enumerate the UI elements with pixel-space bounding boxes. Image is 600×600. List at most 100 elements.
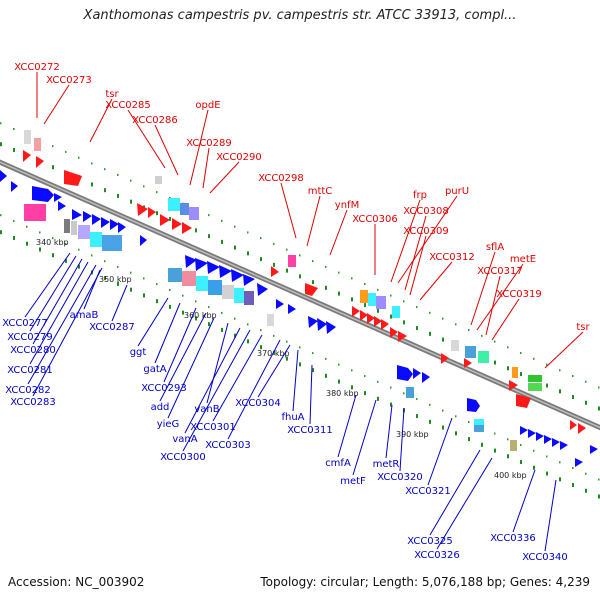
gene-box[interactable] bbox=[155, 176, 162, 184]
gene-label-lower[interactable]: XCC0321 bbox=[405, 486, 451, 497]
gene-arrow[interactable] bbox=[520, 426, 528, 435]
gene-label-upper[interactable]: opdE bbox=[195, 100, 220, 111]
gene-label-upper[interactable]: XCC0309 bbox=[403, 226, 449, 237]
gene-label-lower[interactable]: XCC0281 bbox=[7, 365, 53, 376]
gene-box[interactable] bbox=[189, 207, 199, 220]
gene-box[interactable] bbox=[64, 219, 70, 233]
gene-arrow[interactable] bbox=[367, 313, 375, 324]
gene-label-lower[interactable]: XCC0283 bbox=[10, 397, 56, 408]
gene-arrow[interactable] bbox=[590, 445, 598, 454]
gene-box[interactable] bbox=[24, 204, 46, 221]
gene-box[interactable] bbox=[180, 203, 189, 215]
gene-arrow[interactable] bbox=[544, 435, 552, 444]
gene-label-upper[interactable]: sflA bbox=[486, 242, 505, 253]
gene-arrow[interactable] bbox=[326, 321, 336, 334]
gene-arrow[interactable] bbox=[276, 299, 284, 309]
gene-arrow[interactable] bbox=[528, 429, 536, 438]
gene-box[interactable] bbox=[78, 225, 90, 239]
gene-label-lower[interactable]: ggt bbox=[130, 347, 147, 358]
gene-label-lower[interactable]: XCC0280 bbox=[10, 345, 56, 356]
gene-box[interactable] bbox=[208, 280, 222, 295]
gene-label-upper[interactable]: XCC0298 bbox=[258, 173, 304, 184]
gene-arrow[interactable] bbox=[54, 193, 62, 202]
gene-label-lower[interactable]: XCC0336 bbox=[490, 533, 536, 544]
gene-box[interactable] bbox=[267, 314, 274, 326]
gene-arrow[interactable] bbox=[398, 331, 407, 342]
gene-box[interactable] bbox=[510, 440, 517, 451]
gene-box[interactable] bbox=[234, 288, 244, 303]
gene-arrow[interactable] bbox=[536, 432, 544, 441]
gene-label-upper[interactable]: ynfM bbox=[335, 200, 359, 211]
gene-arrow[interactable] bbox=[360, 310, 368, 321]
gene-box[interactable] bbox=[34, 138, 41, 151]
gene-arrow[interactable] bbox=[219, 265, 232, 278]
gene-arrow[interactable] bbox=[72, 209, 82, 220]
gene-label-lower[interactable]: XCC0300 bbox=[160, 452, 206, 463]
gene-arrow[interactable] bbox=[160, 214, 170, 226]
gene-arrow[interactable] bbox=[172, 218, 182, 230]
gene-arrow[interactable] bbox=[305, 283, 318, 296]
gene-arrow[interactable] bbox=[288, 304, 296, 314]
gene-arrow[interactable] bbox=[441, 353, 449, 364]
gene-box[interactable] bbox=[244, 291, 254, 305]
gene-arrow[interactable] bbox=[195, 258, 208, 271]
gene-label-upper[interactable]: XCC0290 bbox=[216, 152, 262, 163]
gene-box[interactable] bbox=[406, 387, 414, 398]
gene-arrow[interactable] bbox=[32, 186, 54, 202]
gene-arrow[interactable] bbox=[118, 222, 126, 233]
gene-arrow[interactable] bbox=[308, 316, 318, 328]
gene-label-lower[interactable]: XCC0303 bbox=[205, 440, 251, 451]
gene-box[interactable] bbox=[196, 276, 208, 291]
gene-label-lower[interactable]: cmfA bbox=[325, 458, 351, 469]
gene-label-upper[interactable]: XCC0308 bbox=[403, 206, 449, 217]
gene-arrow[interactable] bbox=[578, 423, 586, 434]
gene-label-lower[interactable]: XCC0320 bbox=[377, 472, 423, 483]
gene-label-upper[interactable]: XCC0286 bbox=[132, 115, 178, 126]
gene-label-lower[interactable]: amaB bbox=[70, 310, 99, 321]
gene-box[interactable] bbox=[376, 296, 386, 309]
gene-arrow[interactable] bbox=[140, 235, 147, 246]
gene-label-lower[interactable]: XCC0304 bbox=[235, 398, 281, 409]
gene-label-upper[interactable]: XCC0312 bbox=[429, 252, 475, 263]
gene-box[interactable] bbox=[102, 235, 122, 251]
gene-label-lower[interactable]: XCC0282 bbox=[5, 385, 51, 396]
gene-label-lower[interactable]: add bbox=[151, 402, 170, 413]
gene-label-upper[interactable]: tsr bbox=[576, 322, 590, 333]
gene-arrow[interactable] bbox=[390, 327, 398, 338]
gene-arrow[interactable] bbox=[185, 255, 197, 268]
gene-arrow[interactable] bbox=[23, 150, 31, 162]
gene-box[interactable] bbox=[478, 351, 489, 363]
gene-label-upper[interactable]: XCC0285 bbox=[105, 100, 151, 111]
gene-label-lower[interactable]: XCC0325 bbox=[407, 536, 453, 547]
gene-arrow[interactable] bbox=[148, 207, 156, 218]
gene-label-lower[interactable]: XCC0287 bbox=[89, 322, 135, 333]
gene-arrow[interactable] bbox=[381, 319, 389, 330]
gene-label-lower[interactable]: fhuA bbox=[281, 412, 304, 423]
gene-label-upper[interactable]: XCC0272 bbox=[14, 62, 60, 73]
gene-label-lower[interactable]: vanA bbox=[172, 434, 197, 445]
gene-arrow[interactable] bbox=[570, 420, 577, 430]
gene-arrow[interactable] bbox=[11, 181, 18, 192]
gene-arrow[interactable] bbox=[64, 170, 82, 186]
gene-box[interactable] bbox=[392, 306, 400, 318]
gene-label-upper[interactable]: tsr bbox=[105, 89, 119, 100]
gene-box[interactable] bbox=[512, 367, 518, 378]
gene-box[interactable] bbox=[71, 221, 77, 235]
gene-arrow[interactable] bbox=[413, 368, 421, 379]
gene-arrow[interactable] bbox=[509, 380, 518, 391]
gene-box[interactable] bbox=[528, 383, 542, 391]
gene-label-lower[interactable]: metF bbox=[340, 476, 366, 487]
gene-arrow[interactable] bbox=[317, 318, 327, 331]
gene-arrow[interactable] bbox=[0, 170, 7, 182]
gene-label-upper[interactable]: XCC0273 bbox=[46, 75, 92, 86]
gene-arrow[interactable] bbox=[101, 217, 110, 228]
gene-label-upper[interactable]: XCC0319 bbox=[496, 289, 542, 300]
gene-box[interactable] bbox=[168, 268, 182, 282]
gene-label-lower[interactable]: XCC0340 bbox=[522, 552, 568, 563]
gene-label-lower[interactable]: XCC0311 bbox=[287, 425, 333, 436]
gene-arrow[interactable] bbox=[271, 266, 279, 277]
gene-label-lower[interactable]: XCC0293 bbox=[141, 383, 187, 394]
gene-arrow[interactable] bbox=[182, 222, 192, 234]
gene-arrow[interactable] bbox=[110, 219, 119, 230]
gene-arrow[interactable] bbox=[467, 398, 480, 412]
